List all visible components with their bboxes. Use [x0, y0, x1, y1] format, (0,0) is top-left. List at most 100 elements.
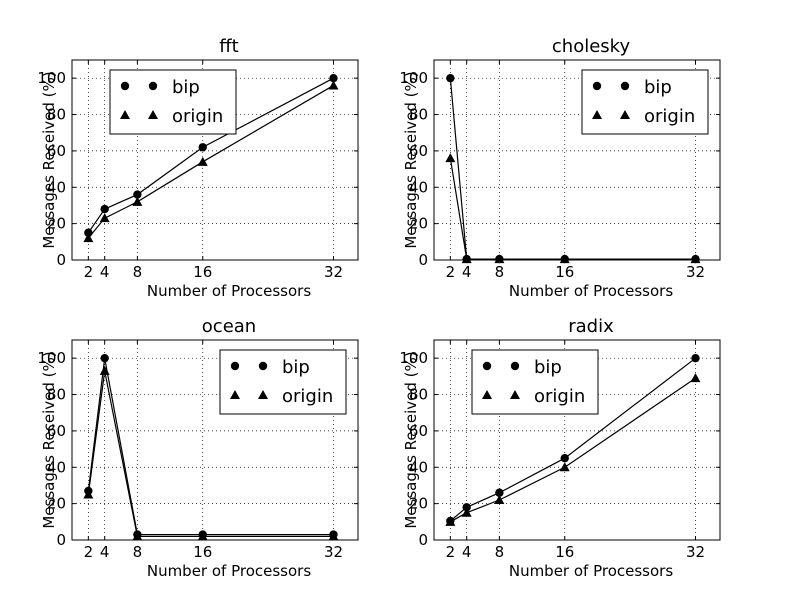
legend-marker-origin — [148, 110, 158, 119]
y-tick-label: 60 — [47, 142, 66, 160]
legend-label-bip: bip — [644, 77, 672, 98]
y-tick-label: 100 — [37, 349, 66, 367]
series-origin — [83, 80, 339, 243]
x-tick-label: 2 — [84, 263, 94, 281]
subplot-fft: fft Number of Processors Messages Receiv… — [37, 36, 359, 300]
series-bip-point — [495, 488, 504, 497]
legend-marker-origin — [620, 110, 630, 119]
x-tick-label: 2 — [446, 263, 456, 281]
series-origin-point — [197, 156, 208, 166]
axes-frame — [71, 59, 359, 261]
legend-marker-origin — [592, 110, 602, 119]
series-origin-point — [197, 531, 208, 541]
x-tick-label: 16 — [193, 263, 212, 281]
y-tick-label: 60 — [47, 422, 66, 440]
series-origin-point — [461, 254, 472, 264]
y-tick-label: 20 — [47, 215, 66, 233]
x-tick-label: 32 — [686, 263, 705, 281]
series-bip-point — [100, 353, 109, 363]
axes-frame — [433, 59, 721, 261]
series-origin — [445, 153, 701, 264]
legend-marker-bip — [620, 81, 630, 91]
series-origin-point — [132, 531, 143, 541]
y-tick-label: 60 — [409, 142, 428, 160]
x-tick-label: 4 — [100, 263, 110, 281]
series-origin-point — [83, 489, 94, 499]
legend-label-bip: bip — [172, 77, 200, 98]
y-tick-label: 40 — [409, 458, 428, 476]
x-tick-label: 16 — [555, 263, 574, 281]
y-tick-label: 0 — [56, 531, 66, 549]
x-tick-label: 4 — [462, 263, 472, 281]
y-tick-label: 80 — [47, 106, 66, 124]
gridlines — [434, 340, 720, 541]
series-origin-point — [445, 516, 456, 526]
y-axis-label: Messages Received (%) — [402, 351, 420, 528]
y-tick-label: 100 — [399, 69, 428, 87]
legend-marker-bip — [148, 81, 158, 91]
x-tick-label: 4 — [462, 543, 472, 561]
series-origin-point — [99, 213, 110, 223]
axes-frame — [433, 339, 721, 541]
legend: bip origin — [581, 69, 709, 135]
legend: bip origin — [219, 349, 347, 415]
series-bip-point — [198, 143, 207, 152]
subplot-cholesky: cholesky Number of Processors Messages R… — [399, 36, 721, 300]
legend-marker-origin — [482, 390, 492, 399]
series-origin-point — [494, 495, 505, 504]
series-bip-point — [462, 503, 471, 512]
legend-marker-origin — [510, 390, 520, 399]
series-bip-point — [560, 453, 569, 463]
legend-marker-bip — [592, 81, 602, 91]
x-axis-label: Number of Processors — [147, 282, 311, 300]
axes-frame — [71, 339, 359, 541]
x-tick-label: 8 — [495, 263, 505, 281]
x-tick-label: 8 — [133, 543, 143, 561]
legend-label-bip: bip — [282, 357, 310, 378]
x-tick-label: 8 — [495, 543, 505, 561]
y-axis-label: Messages Received (%) — [40, 71, 58, 248]
x-axis-label: Number of Processors — [147, 562, 311, 580]
x-tick-label: 32 — [324, 263, 343, 281]
series-bip-point — [691, 353, 700, 363]
series-bip-point — [329, 73, 338, 83]
y-tick-label: 80 — [409, 106, 428, 124]
legend-marker-bip — [482, 361, 492, 371]
series-origin-point — [690, 373, 701, 383]
y-tick-label: 60 — [409, 422, 428, 440]
y-tick-label: 40 — [47, 458, 66, 476]
series-bip-point — [446, 73, 455, 83]
series-origin-point — [83, 233, 94, 243]
y-tick-label: 40 — [409, 178, 428, 196]
legend-label-origin: origin — [282, 386, 333, 407]
tick-marks — [72, 60, 358, 261]
x-tick-label: 2 — [446, 543, 456, 561]
legend-marker-origin — [258, 390, 268, 399]
y-tick-label: 0 — [418, 531, 428, 549]
series-origin-point — [559, 254, 570, 264]
y-tick-label: 20 — [409, 495, 428, 513]
x-tick-label: 32 — [324, 543, 343, 561]
x-tick-label: 16 — [193, 543, 212, 561]
series-origin-point — [494, 254, 505, 264]
series-origin — [83, 365, 339, 541]
subplot-title: fft — [219, 36, 238, 57]
y-tick-label: 0 — [56, 251, 66, 269]
legend: bip origin — [471, 349, 599, 415]
y-tick-label: 0 — [418, 251, 428, 269]
series-origin-point — [328, 531, 339, 541]
series-origin-point — [445, 153, 456, 163]
x-axis-label: Number of Processors — [509, 282, 673, 300]
legend-marker-bip — [230, 361, 240, 371]
y-tick-label: 80 — [47, 386, 66, 404]
series-origin-point — [99, 365, 110, 375]
subplot-ocean: ocean Number of Processors Messages Rece… — [37, 316, 359, 580]
legend-box — [581, 69, 709, 135]
series-origin-point — [132, 196, 143, 206]
y-tick-label: 80 — [409, 386, 428, 404]
legend-marker-bip — [510, 361, 520, 371]
subplot-title: cholesky — [552, 36, 631, 57]
y-tick-label: 100 — [399, 349, 428, 367]
subplot-radix: radix Number of Processors Messages Rece… — [399, 316, 721, 580]
